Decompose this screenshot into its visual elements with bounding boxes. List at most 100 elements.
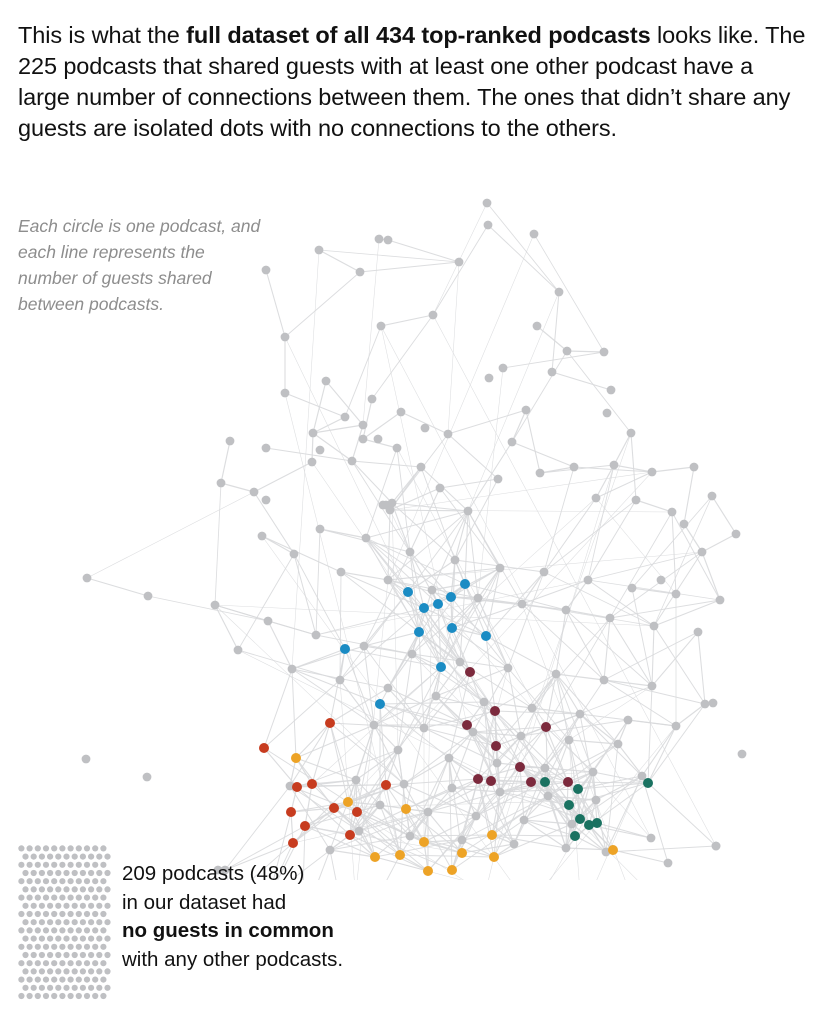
network-node-green-cluster[interactable] xyxy=(584,820,594,830)
network-node-orange-cluster[interactable] xyxy=(447,865,457,875)
network-node-maroon-cluster[interactable] xyxy=(473,774,483,784)
network-node-unlabeled[interactable] xyxy=(427,585,437,595)
network-node-brick-cluster[interactable] xyxy=(381,780,391,790)
network-node-unlabeled[interactable] xyxy=(613,739,623,749)
network-node-isolated[interactable] xyxy=(261,495,271,505)
network-node-unlabeled[interactable] xyxy=(454,257,464,267)
network-node-unlabeled[interactable] xyxy=(307,457,317,467)
network-node-unlabeled[interactable] xyxy=(423,807,433,817)
network-node-unlabeled[interactable] xyxy=(315,524,325,534)
network-node-green-cluster[interactable] xyxy=(592,818,602,828)
network-node-unlabeled[interactable] xyxy=(431,691,441,701)
network-node-unlabeled[interactable] xyxy=(517,599,527,609)
network-node-unlabeled[interactable] xyxy=(626,428,636,438)
network-node-orange-cluster[interactable] xyxy=(395,850,405,860)
network-node-unlabeled[interactable] xyxy=(483,220,493,230)
network-node-unlabeled[interactable] xyxy=(314,245,324,255)
network-node-green-cluster[interactable] xyxy=(564,800,574,810)
network-node-unlabeled[interactable] xyxy=(405,831,415,841)
network-node-unlabeled[interactable] xyxy=(543,791,553,801)
network-node-unlabeled[interactable] xyxy=(261,443,271,453)
network-node-unlabeled[interactable] xyxy=(216,478,226,488)
network-node-blue-cluster[interactable] xyxy=(414,627,424,637)
network-node-unlabeled[interactable] xyxy=(351,775,361,785)
network-node-unlabeled[interactable] xyxy=(471,811,481,821)
network-node-orange-cluster[interactable] xyxy=(419,837,429,847)
network-node-orange-cluster[interactable] xyxy=(370,852,380,862)
network-node-isolated[interactable] xyxy=(708,698,718,708)
network-node-brick-cluster[interactable] xyxy=(288,838,298,848)
network-node-blue-cluster[interactable] xyxy=(340,644,350,654)
network-node-orange-cluster[interactable] xyxy=(343,797,353,807)
network-node-unlabeled[interactable] xyxy=(707,491,717,501)
network-node-unlabeled[interactable] xyxy=(498,363,508,373)
network-node-unlabeled[interactable] xyxy=(627,583,637,593)
network-node-unlabeled[interactable] xyxy=(335,675,345,685)
network-node-maroon-cluster[interactable] xyxy=(491,741,501,751)
network-node-brick-cluster[interactable] xyxy=(292,782,302,792)
network-node-orange-cluster[interactable] xyxy=(401,804,411,814)
network-node-unlabeled[interactable] xyxy=(375,800,385,810)
network-node-brick-cluster[interactable] xyxy=(345,830,355,840)
network-node-unlabeled[interactable] xyxy=(679,519,689,529)
network-node-unlabeled[interactable] xyxy=(623,715,633,725)
network-node-unlabeled[interactable] xyxy=(249,487,259,497)
network-node-unlabeled[interactable] xyxy=(599,347,609,357)
network-node-unlabeled[interactable] xyxy=(428,310,438,320)
network-node-unlabeled[interactable] xyxy=(539,567,549,577)
network-node-unlabeled[interactable] xyxy=(435,483,445,493)
network-node-unlabeled[interactable] xyxy=(564,735,574,745)
network-node-unlabeled[interactable] xyxy=(367,394,377,404)
network-node-unlabeled[interactable] xyxy=(392,443,402,453)
network-node-blue-cluster[interactable] xyxy=(460,579,470,589)
network-node-isolated[interactable] xyxy=(81,754,91,764)
network-node-unlabeled[interactable] xyxy=(450,555,460,565)
network-node-brick-cluster[interactable] xyxy=(352,807,362,817)
network-node-maroon-cluster[interactable] xyxy=(462,720,472,730)
network-node-green-cluster[interactable] xyxy=(540,777,550,787)
network-node-brick-cluster[interactable] xyxy=(307,779,317,789)
network-node-unlabeled[interactable] xyxy=(405,547,415,557)
network-node-unlabeled[interactable] xyxy=(385,505,395,515)
network-node-unlabeled[interactable] xyxy=(419,723,429,733)
network-node-unlabeled[interactable] xyxy=(383,683,393,693)
network-node-unlabeled[interactable] xyxy=(637,771,647,781)
network-node-unlabeled[interactable] xyxy=(289,549,299,559)
network-node-unlabeled[interactable] xyxy=(561,843,571,853)
network-node-unlabeled[interactable] xyxy=(605,613,615,623)
network-node-unlabeled[interactable] xyxy=(671,721,681,731)
network-node-maroon-cluster[interactable] xyxy=(541,722,551,732)
network-node-unlabeled[interactable] xyxy=(308,428,318,438)
network-node-unlabeled[interactable] xyxy=(507,437,517,447)
network-node-unlabeled[interactable] xyxy=(495,787,505,797)
network-node-unlabeled[interactable] xyxy=(354,826,364,836)
network-node-unlabeled[interactable] xyxy=(376,321,386,331)
network-node-orange-cluster[interactable] xyxy=(608,845,618,855)
network-node-unlabeled[interactable] xyxy=(606,385,616,395)
network-node-unlabeled[interactable] xyxy=(591,795,601,805)
network-node-unlabeled[interactable] xyxy=(583,575,593,585)
network-node-blue-cluster[interactable] xyxy=(419,603,429,613)
network-node-unlabeled[interactable] xyxy=(383,235,393,245)
network-node-unlabeled[interactable] xyxy=(731,529,741,539)
network-node-unlabeled[interactable] xyxy=(225,436,235,446)
network-node-brick-cluster[interactable] xyxy=(286,807,296,817)
network-node-brick-cluster[interactable] xyxy=(329,803,339,813)
network-node-unlabeled[interactable] xyxy=(647,681,657,691)
network-node-unlabeled[interactable] xyxy=(529,229,539,239)
network-node-unlabeled[interactable] xyxy=(263,616,273,626)
network-node-unlabeled[interactable] xyxy=(369,720,379,730)
network-node-unlabeled[interactable] xyxy=(416,462,426,472)
network-node-unlabeled[interactable] xyxy=(473,593,483,603)
network-node-unlabeled[interactable] xyxy=(693,627,703,637)
network-node-unlabeled[interactable] xyxy=(493,474,503,484)
network-node-unlabeled[interactable] xyxy=(521,405,531,415)
network-node-unlabeled[interactable] xyxy=(347,456,357,466)
network-node-unlabeled[interactable] xyxy=(336,567,346,577)
network-node-maroon-cluster[interactable] xyxy=(515,762,525,772)
network-node-unlabeled[interactable] xyxy=(399,779,409,789)
network-node-brick-cluster[interactable] xyxy=(325,718,335,728)
network-node-maroon-cluster[interactable] xyxy=(490,706,500,716)
network-node-green-cluster[interactable] xyxy=(570,831,580,841)
network-node-unlabeled[interactable] xyxy=(396,407,406,417)
